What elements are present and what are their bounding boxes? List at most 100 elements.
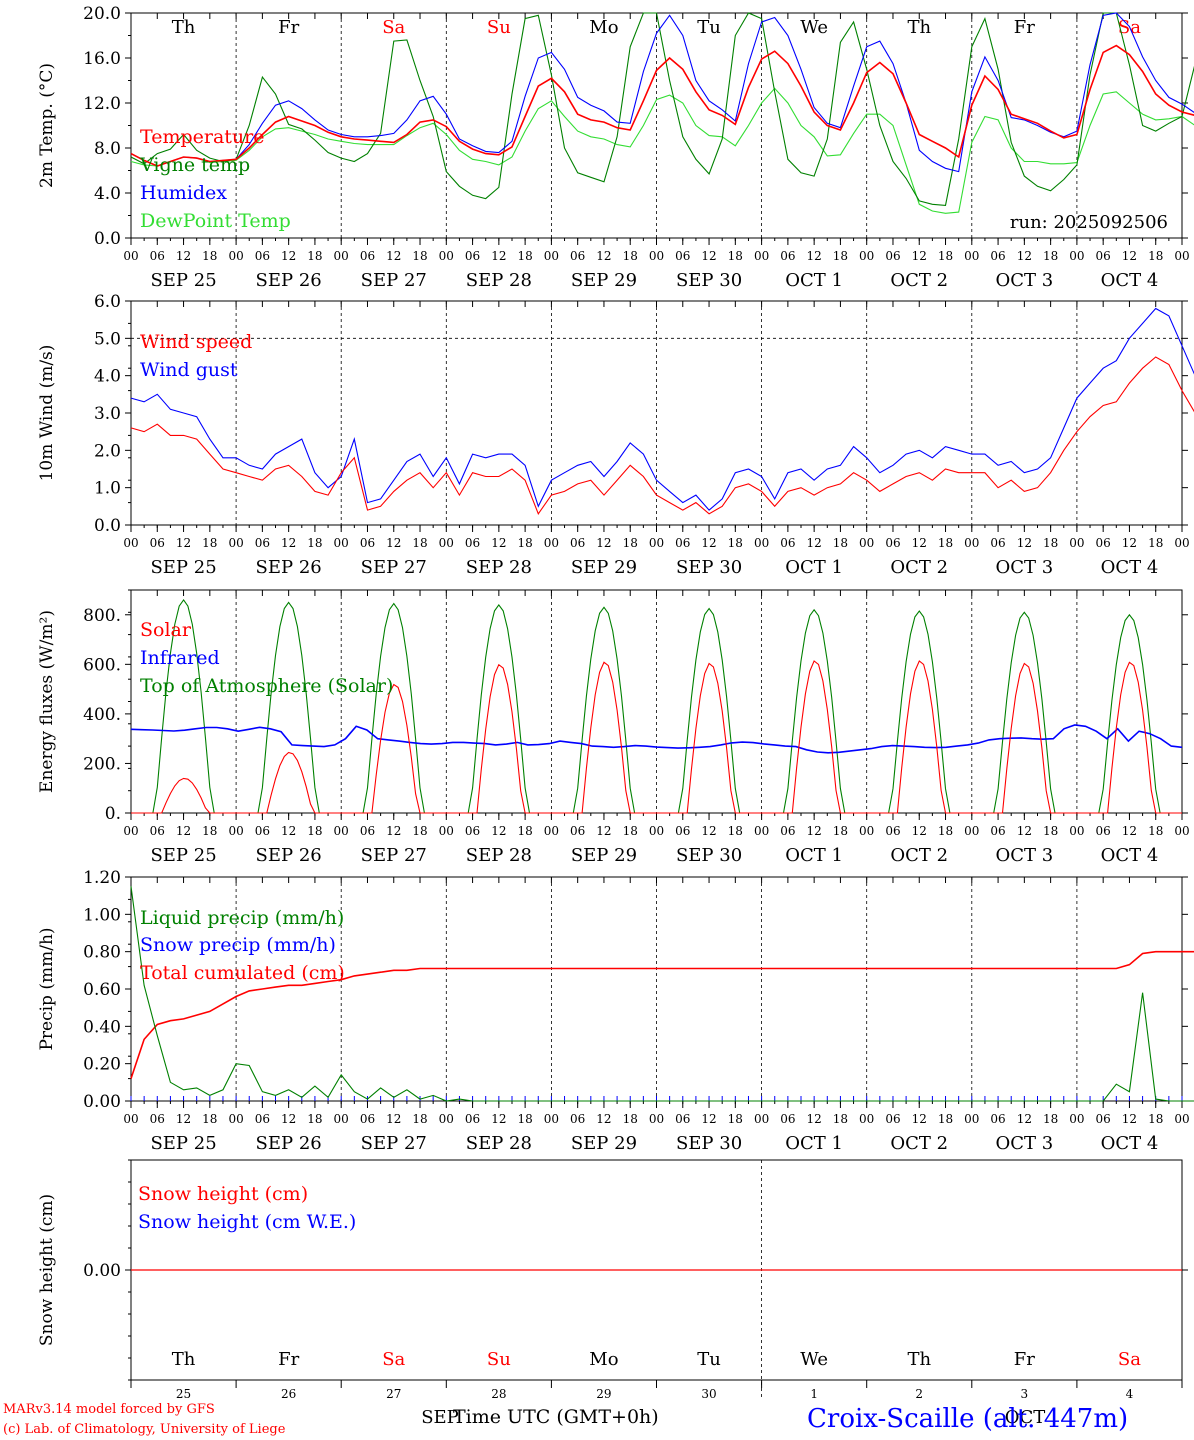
panel-1: 0.0 4.0 8.0 12.0 16.0 20.0 2m Temp. (°C) 00 06 12… <box>37 4 1194 291</box>
x-date-label: SEP 30 <box>676 845 742 866</box>
x-hour-label: 06 <box>885 249 900 263</box>
series-line <box>131 660 1182 814</box>
x-hour-label: 12 <box>1017 249 1032 263</box>
legend-entry: Temperature <box>140 126 264 148</box>
x-hour-label: 00 <box>544 1112 559 1126</box>
x-hour-label: 06 <box>675 824 690 838</box>
y-tick-label: 8.0 <box>94 139 121 159</box>
x-date-label: SEP 27 <box>361 1133 427 1154</box>
x-hour-label: 00 <box>754 249 769 263</box>
day-number-label: 29 <box>596 1387 611 1401</box>
x-hour-label: 06 <box>570 1112 585 1126</box>
x-hour-label: 18 <box>517 536 532 550</box>
x-date-label: SEP 26 <box>256 1133 322 1154</box>
y-tick-label: 400. <box>83 705 121 725</box>
x-date-label: SEP 30 <box>676 557 742 578</box>
weekday-label: Mo <box>589 1349 618 1370</box>
x-hour-label: 18 <box>517 249 532 263</box>
y-tick-label: 800. <box>83 606 121 626</box>
x-date-label: SEP 27 <box>361 270 427 291</box>
x-date-label: SEP 25 <box>150 270 216 291</box>
x-hour-label: 18 <box>307 536 322 550</box>
legend-entry: Vigne temp <box>139 154 250 176</box>
x-hour-label: 00 <box>439 1112 454 1126</box>
x-date-label: OCT 2 <box>890 1133 948 1154</box>
y-tick-label: 0. <box>105 804 121 824</box>
x-date-label: SEP 28 <box>466 557 532 578</box>
x-hour-label: 00 <box>964 249 979 263</box>
weekday-label: Sa <box>382 17 405 38</box>
x-date-label: SEP 25 <box>150 557 216 578</box>
y-axis-title: Energy fluxes (W/m²) <box>37 610 57 793</box>
x-date-label: SEP 27 <box>361 845 427 866</box>
x-hour-label: 18 <box>728 824 743 838</box>
x-axis-title: Time UTC (GMT+0h) <box>453 1406 659 1428</box>
x-hour-label: 18 <box>202 824 217 838</box>
y-tick-label: 1.0 <box>94 479 121 499</box>
x-hour-label: 18 <box>202 249 217 263</box>
x-hour-label: 18 <box>833 824 848 838</box>
y-tick-label: 0.80 <box>83 943 121 963</box>
day-number-label: 30 <box>701 1387 716 1401</box>
x-hour-label: 06 <box>885 824 900 838</box>
x-hour-label: 18 <box>202 536 217 550</box>
x-hour-label: 12 <box>386 1112 401 1126</box>
y-tick-label: 6.0 <box>94 292 121 312</box>
x-hour-label: 00 <box>649 249 664 263</box>
plot-frame <box>130 589 1183 814</box>
y-tick-label: 200. <box>83 754 121 774</box>
x-hour-label: 00 <box>1174 824 1189 838</box>
x-hour-label: 12 <box>491 824 506 838</box>
x-hour-label: 18 <box>1043 1112 1058 1126</box>
x-hour-label: 00 <box>859 824 874 838</box>
legend-entry: Humidex <box>140 182 227 204</box>
x-hour-label: 00 <box>649 824 664 838</box>
x-date-label: OCT 2 <box>890 270 948 291</box>
x-hour-label: 00 <box>964 824 979 838</box>
x-hour-label: 12 <box>281 249 296 263</box>
x-hour-label: 00 <box>123 1112 138 1126</box>
x-hour-label: 06 <box>675 1112 690 1126</box>
series-line <box>130 307 1194 511</box>
x-hour-label: 00 <box>1069 536 1084 550</box>
x-hour-label: 06 <box>570 249 585 263</box>
x-hour-label: 06 <box>1096 536 1111 550</box>
weekday-label: Fr <box>1014 1349 1035 1370</box>
legend-entry: Snow height (cm W.E.) <box>138 1211 356 1233</box>
x-hour-label: 12 <box>596 249 611 263</box>
x-date-label: SEP 25 <box>150 1133 216 1154</box>
x-hour-label: 12 <box>807 536 822 550</box>
x-hour-label: 00 <box>1174 249 1189 263</box>
y-tick-label: 4.0 <box>94 367 121 387</box>
series-line <box>130 12 1194 173</box>
x-date-label: OCT 3 <box>995 1133 1053 1154</box>
x-hour-label: 18 <box>412 249 427 263</box>
x-hour-label: 06 <box>150 249 165 263</box>
day-number-label: 1 <box>810 1387 818 1401</box>
x-date-label: OCT 3 <box>995 557 1053 578</box>
meteogram-panels: 0.04.08.012.016.020.02m Temp. (°C)00 06 12… <box>37 4 1194 1428</box>
x-hour-label: 06 <box>990 249 1005 263</box>
x-hour-label: 12 <box>386 824 401 838</box>
x-hour-label: 12 <box>701 536 716 550</box>
x-hour-label: 06 <box>255 824 270 838</box>
x-hour-label: 18 <box>307 1112 322 1126</box>
x-hour-label: 12 <box>1122 249 1137 263</box>
x-hour-label: 00 <box>439 824 454 838</box>
weekday-label: Tu <box>697 17 721 38</box>
x-date-label: OCT 1 <box>785 1133 843 1154</box>
x-hour-label: 06 <box>780 824 795 838</box>
x-hour-label: 06 <box>1096 824 1111 838</box>
x-hour-label: 06 <box>780 249 795 263</box>
series-line <box>130 44 1194 167</box>
x-hour-label: 00 <box>859 249 874 263</box>
x-hour-label: 06 <box>360 249 375 263</box>
x-date-label: OCT 1 <box>785 845 843 866</box>
series-line <box>130 724 1183 754</box>
x-date-label: OCT 1 <box>785 557 843 578</box>
x-hour-label: 06 <box>150 824 165 838</box>
x-date-label: OCT 4 <box>1101 845 1159 866</box>
panel-2: 0.0 1.0 2.0 3.0 4.0 5.0 6.0 10m Wind (m/s) 00 06 1… <box>37 292 1194 578</box>
x-hour-label: 00 <box>439 249 454 263</box>
